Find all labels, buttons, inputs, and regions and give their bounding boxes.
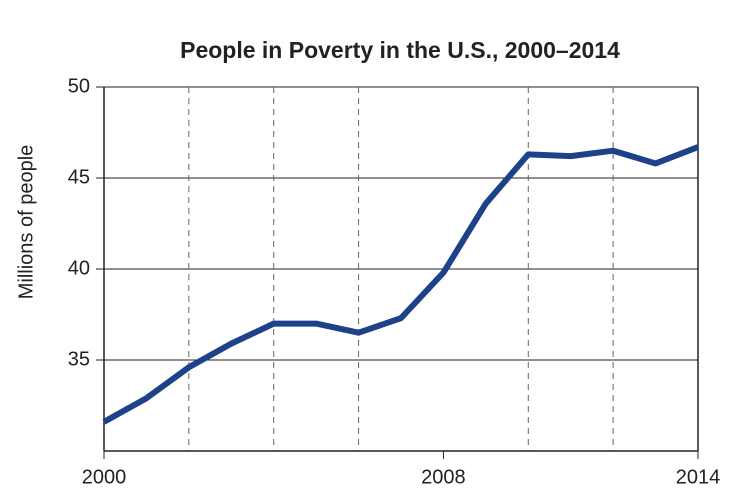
x-tick-label: 2000 xyxy=(82,466,127,488)
data-line xyxy=(102,144,700,425)
chart-title: People in Poverty in the U.S., 2000–2014 xyxy=(180,37,620,63)
y-tick-label: 35 xyxy=(68,348,90,370)
y-tick-label: 40 xyxy=(68,257,90,279)
y-tick-label: 45 xyxy=(68,166,90,188)
x-tick-label: 2014 xyxy=(676,466,721,488)
y-tick-label: 50 xyxy=(68,75,90,97)
y-axis-label: Millions of people xyxy=(15,145,37,300)
x-tick-label: 2008 xyxy=(421,466,466,488)
